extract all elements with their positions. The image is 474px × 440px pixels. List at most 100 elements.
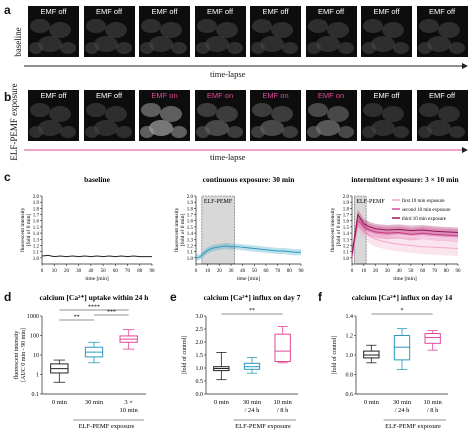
microscopy-frame: EMF off: [361, 90, 412, 141]
frame-label: EMF off: [317, 7, 345, 16]
microscopy-frame: EMF on: [305, 90, 357, 141]
microscopy-frame: EMF off: [28, 6, 79, 57]
category-label: 0 min: [52, 399, 68, 406]
x-tick-label: 20: [373, 269, 379, 274]
cell-blob: [149, 120, 173, 136]
cell-blob: [418, 103, 439, 117]
cell-blob: [196, 103, 217, 117]
box: [424, 333, 441, 344]
cell-blob: [204, 120, 229, 136]
y-tick-label: 1.0: [343, 257, 350, 262]
cell-blob: [306, 126, 321, 138]
cell-image: [140, 103, 187, 138]
cell-blob: [141, 103, 161, 117]
y-tick-label: 1.6: [33, 220, 40, 225]
cell-blob: [140, 42, 154, 54]
y-tick-label: 1.8: [33, 207, 40, 212]
cell-blob: [426, 120, 451, 136]
box-plot-chart: calcium [Ca²⁺] uptake within 24 h 0.1 1 10 1…: [13, 293, 149, 430]
cell-blob: [362, 42, 376, 54]
microscopy-frame: EMF off: [139, 6, 190, 57]
y-tick-label: 1.5: [343, 226, 350, 231]
row-label-baseline: baseline: [13, 27, 23, 57]
significance-label: ****: [88, 305, 100, 311]
x-tick-label: 40: [240, 269, 246, 274]
y-tick-label: 1.3: [33, 238, 40, 243]
y-tick-label: 1.6: [187, 220, 194, 225]
cell-blob: [60, 126, 76, 138]
microscopy-frame: EMF on: [194, 90, 246, 141]
significance-label: **: [249, 308, 255, 314]
cell-blob: [315, 120, 340, 136]
chart-title: calcium [Ca²⁺] influx on day 14: [352, 293, 453, 302]
chart-title: calcium [Ca²⁺] influx on day 7: [204, 293, 301, 302]
time-lapse-label-a: time-lapse: [210, 69, 246, 79]
cell-blob: [282, 42, 298, 54]
x-axis-label: time [min]: [393, 276, 417, 282]
shade-label: ELF-PEMF: [356, 199, 385, 205]
cell-blob: [226, 42, 243, 54]
frame-label: EMF off: [262, 7, 289, 16]
cell-blob: [260, 120, 284, 136]
y-tick-label: 2.0: [196, 340, 204, 346]
microscopy-frame: EMF off: [250, 6, 301, 57]
y-axis-label: fluorescent intensity: [13, 331, 20, 380]
row-label-elf-pemf: ELF-PEMF exposure: [9, 83, 19, 161]
cell-image: [306, 103, 354, 138]
cell-image: [195, 19, 243, 54]
cell-blob: [251, 42, 265, 54]
y-tick-label: 1.4: [187, 232, 194, 237]
x-axis-label: ELF-PEMF exposure: [235, 423, 291, 430]
cell-blob: [418, 19, 439, 33]
series-line: [351, 213, 459, 255]
y-tick-label: 1.4: [343, 232, 350, 237]
line-chart: baseline 1.01.1 1.21.31.41.51.61.7 1.81.92.…: [19, 175, 155, 282]
cell-blob: [195, 126, 210, 138]
frame-label: EMF off: [40, 91, 67, 100]
time-lapse-arrow-a: [24, 63, 468, 69]
cell-blob: [371, 36, 395, 52]
panel-letter-a: a: [4, 3, 11, 17]
microscopy-frame: EMF on: [250, 90, 301, 141]
cell-image: [362, 103, 409, 138]
y-tick-label: 0.5: [196, 379, 204, 385]
y-tick-label: 1.7: [343, 214, 350, 219]
y-tick-label: 0.8: [346, 373, 354, 379]
category-label: 10 min: [424, 399, 443, 406]
y-tick-label: 1.3: [343, 238, 350, 243]
category-label: / 24 h: [245, 407, 261, 414]
category-label: 30 min: [243, 399, 262, 406]
cell-blob: [204, 36, 229, 52]
panel-letter-d: d: [4, 290, 12, 304]
category-label: 10 min: [120, 407, 139, 414]
panel-letter-b: b: [4, 90, 12, 104]
cell-blob: [226, 126, 243, 138]
x-tick-label: 60: [420, 269, 426, 274]
frame-label: EMF off: [428, 91, 456, 100]
y-tick-label: 1.1: [33, 251, 40, 256]
y-tick-label: 1.0: [346, 353, 354, 359]
x-tick-label: 50: [101, 269, 107, 274]
microscopy-frame: EMF off: [28, 90, 79, 141]
y-tick-label: 2.5: [196, 327, 204, 333]
cell-blob: [382, 106, 404, 122]
cell-blob: [417, 42, 432, 54]
cell-image: [417, 19, 465, 54]
y-axis-label: [fold of control]: [181, 336, 188, 375]
cell-blob: [115, 126, 132, 138]
y-tick-label: 1.0: [196, 366, 204, 372]
cell-blob: [282, 126, 298, 138]
cell-blob: [251, 126, 265, 138]
cell-blob: [393, 42, 409, 54]
cell-blob: [29, 42, 43, 54]
x-tick-label: 30: [229, 269, 235, 274]
y-tick-label: 2.0: [343, 195, 350, 200]
y-tick-label: 1.4: [33, 232, 40, 237]
cell-blob: [252, 19, 272, 33]
cell-blob: [49, 106, 71, 122]
chart-legend: first 10 min exposure second 10 min expos…: [392, 199, 451, 222]
y-axis-label-unit: [AUC 0 min - 90 min]: [21, 328, 27, 382]
y-axis-label-unit: [fold of 0 min]: [335, 214, 342, 247]
cell-blob: [104, 106, 127, 122]
y-tick-label: 1.7: [187, 214, 194, 219]
